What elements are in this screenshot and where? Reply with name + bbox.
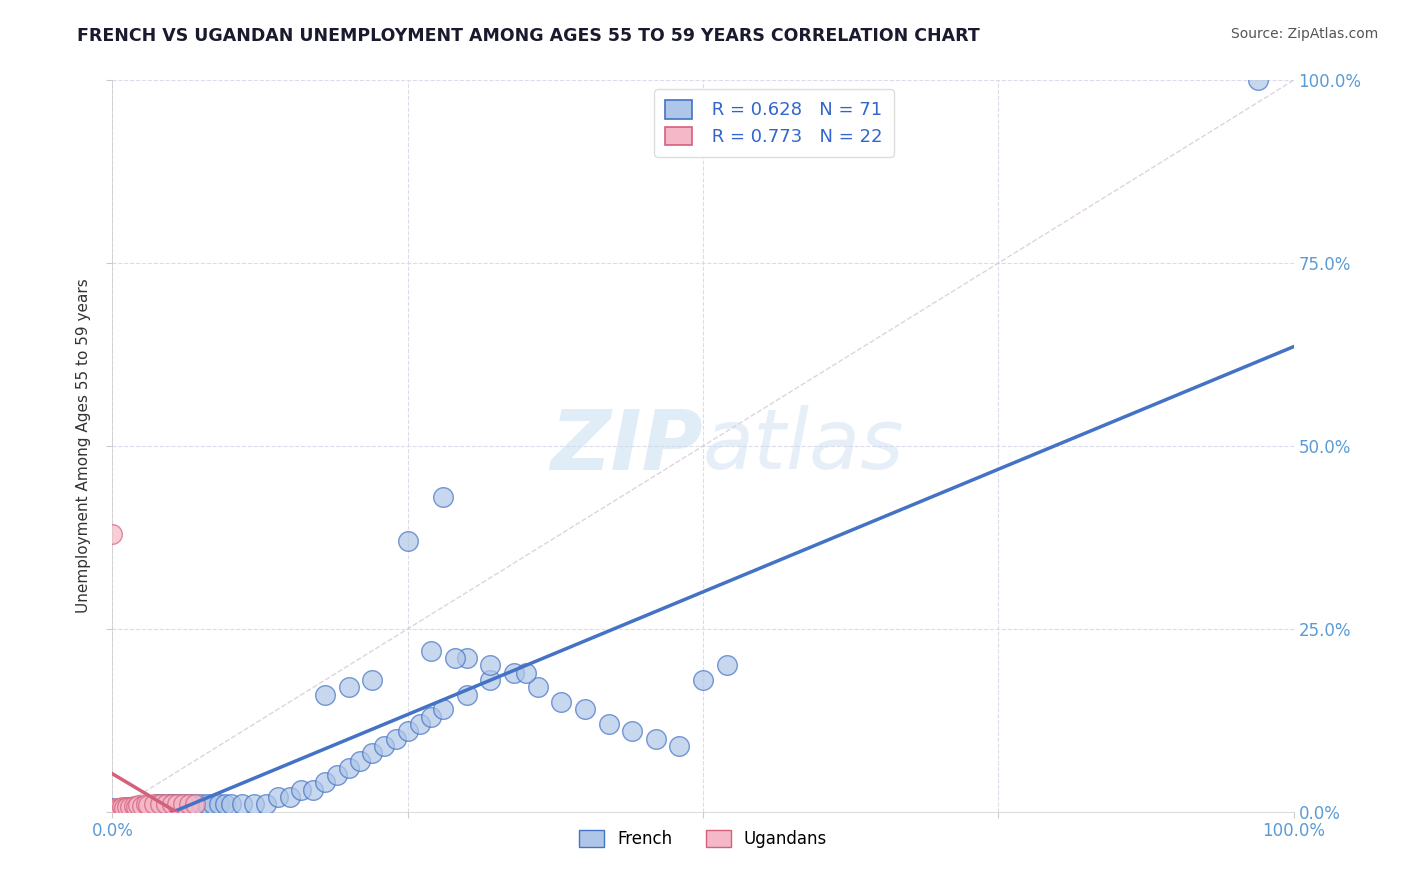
Point [396, 724, 419, 739]
Point [125, 799, 148, 814]
Point [184, 797, 207, 812]
Point [112, 802, 135, 816]
Point [155, 798, 177, 813]
Point [337, 761, 360, 775]
Point [337, 681, 360, 695]
Point [302, 782, 325, 797]
Point [131, 798, 153, 813]
Point [290, 782, 312, 797]
Point [172, 797, 194, 812]
Point [127, 798, 149, 813]
Point [373, 739, 395, 753]
Point [149, 797, 172, 812]
Point [432, 702, 454, 716]
Point [115, 799, 138, 814]
Point [432, 490, 454, 504]
Point [396, 534, 419, 549]
Text: Source: ZipAtlas.com: Source: ZipAtlas.com [1230, 27, 1378, 41]
Point [166, 797, 188, 812]
Point [157, 797, 180, 812]
Text: ZIP: ZIP [550, 406, 703, 486]
Point [107, 802, 129, 816]
Point [160, 797, 183, 812]
Point [208, 797, 231, 812]
Point [574, 702, 596, 716]
Point [254, 797, 277, 812]
Point [503, 665, 526, 680]
Text: FRENCH VS UGANDAN UNEMPLOYMENT AMONG AGES 55 TO 59 YEARS CORRELATION CHART: FRENCH VS UGANDAN UNEMPLOYMENT AMONG AGE… [77, 27, 980, 45]
Point [136, 799, 159, 814]
Point [190, 797, 212, 812]
Point [135, 798, 157, 813]
Point [142, 797, 165, 812]
Point [1247, 73, 1270, 87]
Point [361, 673, 384, 687]
Point [515, 665, 537, 680]
Point [456, 651, 478, 665]
Point [231, 797, 253, 812]
Y-axis label: Unemployment Among Ages 55 to 59 years: Unemployment Among Ages 55 to 59 years [76, 278, 91, 614]
Point [136, 798, 159, 813]
Point [105, 801, 128, 815]
Point [172, 797, 194, 812]
Point [135, 797, 157, 812]
Point [314, 775, 336, 789]
Point [420, 709, 443, 723]
Point [160, 797, 183, 812]
Point [444, 651, 467, 665]
Point [111, 800, 134, 814]
Point [127, 798, 149, 813]
Point [112, 801, 135, 815]
Point [166, 797, 188, 812]
Point [644, 731, 666, 746]
Point [526, 681, 548, 695]
Point [155, 797, 177, 812]
Point [179, 797, 201, 812]
Point [120, 800, 142, 814]
Point [361, 746, 384, 760]
Point [101, 803, 124, 817]
Point [598, 717, 620, 731]
Point [479, 673, 502, 687]
Point [142, 798, 165, 813]
Point [195, 797, 218, 812]
Point [314, 688, 336, 702]
Point [267, 790, 290, 805]
Point [385, 731, 408, 746]
Point [120, 801, 142, 815]
Point [101, 526, 124, 541]
Point [621, 724, 644, 739]
Point [692, 673, 714, 687]
Point [408, 717, 430, 731]
Point [420, 644, 443, 658]
Point [716, 658, 738, 673]
Point [550, 695, 572, 709]
Point [243, 797, 266, 812]
Point [146, 797, 169, 812]
Point [201, 797, 224, 812]
Point [349, 754, 371, 768]
Point [149, 798, 172, 813]
Point [122, 799, 145, 814]
Point [139, 798, 162, 813]
Point [111, 801, 134, 815]
Point [131, 799, 153, 814]
Point [219, 797, 242, 812]
Point [326, 768, 349, 782]
Point [668, 739, 690, 753]
Point [115, 800, 138, 814]
Point [107, 803, 129, 817]
Point [184, 797, 207, 812]
Point [179, 797, 201, 812]
Point [214, 797, 236, 812]
Point [150, 797, 173, 812]
Point [101, 801, 124, 815]
Text: atlas: atlas [703, 406, 904, 486]
Point [479, 658, 502, 673]
Point [456, 688, 478, 702]
Point [122, 798, 145, 813]
Point [278, 790, 301, 805]
Point [125, 800, 148, 814]
Legend: French, Ugandans: French, Ugandans [572, 823, 834, 855]
